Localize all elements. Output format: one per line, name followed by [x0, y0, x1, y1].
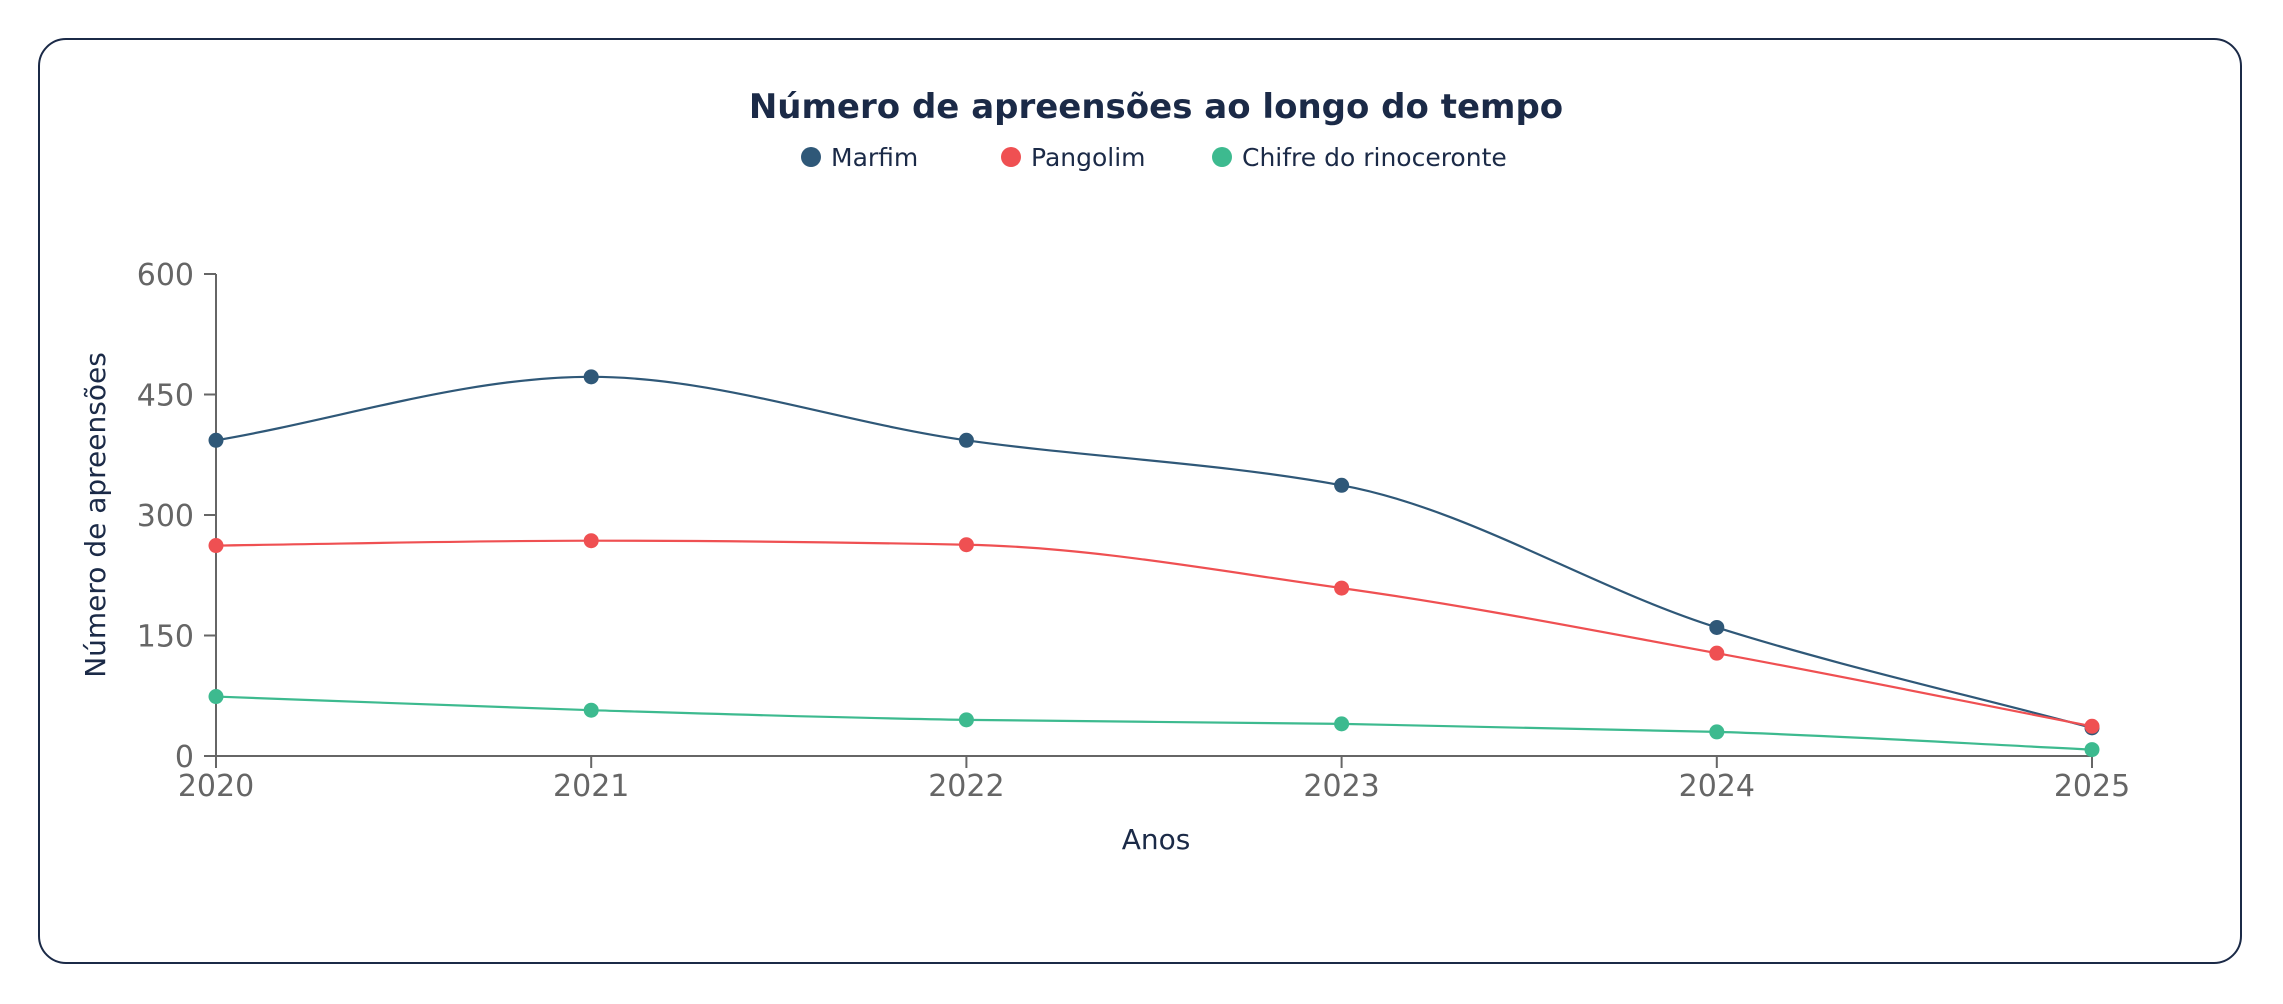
- data-point: [1334, 477, 1350, 493]
- x-tick-label: 2023: [1303, 769, 1379, 804]
- data-point: [1709, 724, 1725, 740]
- data-point: [208, 432, 224, 448]
- x-axis-title: Anos: [1122, 823, 1191, 856]
- chart-title: Número de apreensões ao longo do tempo: [749, 87, 1563, 127]
- data-point: [958, 537, 974, 553]
- series-line-1: [215, 539, 2093, 728]
- y-ticks: 0 150 300 450 600: [137, 258, 216, 775]
- data-point: [583, 369, 599, 385]
- y-tick-label: 450: [137, 379, 194, 414]
- y-axis-title: Número de apreensões: [79, 352, 112, 678]
- x-tick-label: 2020: [178, 769, 254, 804]
- x-ticks: 2020 2021 2022 2023 2024 2025: [178, 756, 2130, 804]
- data-point: [1334, 716, 1350, 732]
- data-point: [2084, 718, 2100, 734]
- data-point: [958, 432, 974, 448]
- y-tick-label: 600: [137, 258, 194, 293]
- data-point: [1334, 580, 1350, 596]
- x-tick-label: 2022: [928, 769, 1004, 804]
- data-point: [583, 533, 599, 549]
- y-tick-label: 150: [137, 620, 194, 655]
- x-tick-label: 2024: [1679, 769, 1755, 804]
- legend-marker: [1001, 147, 1021, 167]
- y-tick-label: 0: [175, 740, 194, 775]
- data-point: [958, 712, 974, 728]
- legend: Marfim Pangolim Chifre do rinoceronte: [801, 143, 1507, 172]
- data-point: [208, 538, 224, 554]
- chart-card: [38, 38, 2242, 964]
- x-tick-label: 2025: [2054, 769, 2130, 804]
- data-point: [1709, 645, 1725, 661]
- x-tick-label: 2021: [553, 769, 629, 804]
- data-point: [583, 702, 599, 718]
- legend-label: Marfim: [831, 143, 918, 172]
- series-lines: [215, 375, 2093, 751]
- series-line-0: [215, 375, 2093, 729]
- series-points: [208, 369, 2100, 758]
- data-point: [2084, 742, 2100, 758]
- data-point: [1709, 619, 1725, 635]
- legend-marker: [1212, 147, 1232, 167]
- legend-label: Pangolim: [1031, 143, 1146, 172]
- legend-marker: [801, 147, 821, 167]
- legend-label: Chifre do rinoceronte: [1242, 143, 1507, 172]
- axes: [215, 274, 2092, 757]
- y-tick-label: 300: [137, 499, 194, 534]
- data-point: [208, 689, 224, 705]
- series-line-2: [215, 695, 2093, 751]
